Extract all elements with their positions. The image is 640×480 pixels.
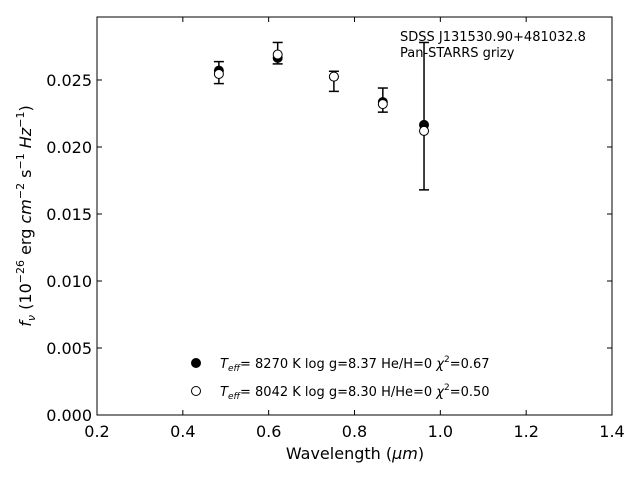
y-axis-title: fν (10−26 erg cm−2 s−1 Hz−1)	[14, 105, 38, 326]
plot-frame	[96, 16, 613, 416]
x-tick-label: 1.2	[513, 422, 538, 441]
marker-layer	[213, 49, 430, 136]
legend-entry-1: Teff= 8270 K log g=8.37 He/H=0 χ2=0.67	[220, 355, 490, 374]
x-tick-label: 1.0	[428, 422, 453, 441]
x-tick-label: 0.6	[256, 422, 281, 441]
y-tick-label: 0.020	[46, 138, 92, 157]
tick-layer: 0.2 0.4 0.6 0.8 1.0 1.2 1.4 0.000 0.005 0.010 0.01…	[46, 17, 625, 441]
data-point-open	[213, 68, 224, 79]
x-tick-label: 0.8	[342, 422, 367, 441]
legend-marker-filled	[191, 358, 201, 368]
legend-entry-2: Teff= 8042 K log g=8.30 H/He=0 χ2=0.50	[220, 383, 490, 402]
x-tick-label: 1.4	[599, 422, 624, 441]
y-tick-label: 0.015	[46, 205, 92, 224]
y-tick-label: 0.010	[46, 272, 92, 291]
x-axis-title: Wavelength (μm)	[286, 444, 424, 463]
y-tick-label: 0.025	[46, 71, 92, 90]
data-point-open	[377, 99, 388, 110]
errorbar-layer	[213, 41, 430, 191]
annotation-line-2: Pan-STARRS grizy	[400, 46, 515, 61]
legend: Teff= 8270 K log g=8.37 He/H=0 χ2=0.67 T…	[191, 355, 490, 402]
data-point-open	[328, 71, 339, 82]
legend-marker-open	[191, 386, 201, 396]
annotation-line-1: SDSS J131530.90+481032.8	[400, 30, 586, 45]
data-point-open	[419, 125, 430, 136]
x-tick-label: 0.4	[170, 422, 195, 441]
y-tick-label: 0.005	[46, 339, 92, 358]
data-point-open	[272, 49, 283, 60]
x-tick-label: 0.2	[84, 422, 109, 441]
y-tick-label: 0.000	[46, 406, 92, 425]
